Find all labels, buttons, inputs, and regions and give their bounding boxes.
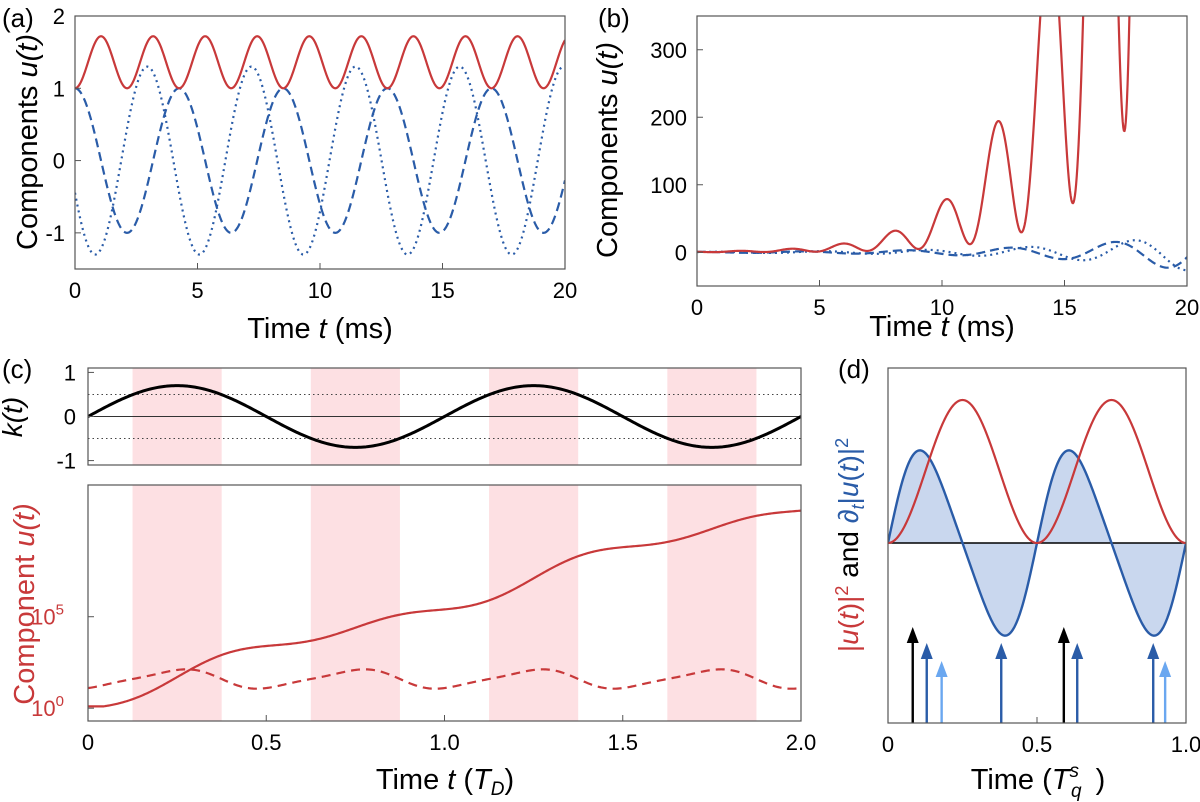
arrow-head: [1159, 661, 1172, 677]
panel-b-frame: [696, 15, 1188, 287]
panel-b-yticks: 0 100 200 300: [650, 38, 703, 265]
x-tick-label: 0: [691, 295, 703, 320]
panel-c-bottom-plot-area: [88, 485, 801, 721]
y-tick-label: 2: [53, 4, 65, 29]
panel-a-ylabel: Components u(t): [12, 34, 44, 250]
arrow-head: [935, 661, 948, 677]
x-tick-label: 1.0: [1171, 732, 1200, 757]
shaded-interval: [667, 485, 757, 721]
series-dashed-line: [75, 87, 565, 234]
panel-b-ylabel: Components u(t): [592, 42, 624, 258]
x-tick-label: 0.5: [1022, 732, 1053, 757]
arrow-head: [920, 643, 933, 659]
x-tick-label: 15: [1052, 295, 1076, 320]
panel-a: (a) 0 5 10 15 20 -1 0 1 2 Time t (ms) Component…: [2, 3, 577, 345]
x-tick-label: 0: [82, 730, 94, 755]
series-solid-line: [88, 509, 801, 708]
panel-a-plot-area: [75, 35, 565, 256]
arrow-head: [1147, 643, 1160, 659]
panel-c-xlabel: Time t (TD): [376, 764, 514, 800]
arrow-head: [1057, 627, 1070, 643]
y-tick-label: 0: [53, 149, 65, 174]
series-dotted-line: [75, 65, 565, 256]
panel-d: (d) 0 0.5 1.0 Time (Ts q ) |u(t)|2 and ∂t|u…: [832, 354, 1200, 802]
panel-c-top-plot-area: [88, 368, 801, 465]
series-dashed-line: [697, 240, 1187, 269]
shaded-interval: [132, 485, 222, 721]
y-tick-label: 0: [64, 405, 76, 430]
x-tick-label: 0.5: [251, 730, 282, 755]
y-tick-label: 1: [53, 76, 65, 101]
shaded-interval: [310, 485, 400, 721]
panel-d-xlabel: Time (Ts q ): [971, 761, 1106, 802]
panel-b-xticks: 0 5 10 15 20: [691, 280, 1199, 320]
x-tick-label: 20: [1175, 295, 1199, 320]
magnitude-series-line: [888, 398, 1186, 545]
panel-d-xticks: 0 0.5 1.0: [882, 717, 1200, 757]
series-dotted-line: [697, 239, 1187, 272]
arrow-head: [1071, 643, 1084, 659]
panel-b-plot-area: [697, 16, 1187, 272]
arrow-head: [995, 643, 1008, 659]
series-solid-line: [697, 16, 1131, 254]
x-tick-label: 20: [553, 278, 577, 303]
x-tick-label: 0: [69, 278, 81, 303]
shaded-interval: [489, 485, 579, 721]
series-dashed-line: [88, 668, 801, 690]
y-tick-label: -1: [56, 449, 76, 474]
panel-a-xticks: 0 5 10 15 20: [69, 263, 577, 303]
y-tick-label: 200: [650, 105, 687, 130]
k-series-line: [88, 384, 801, 449]
panel-b-label: (b): [598, 3, 630, 33]
panel-b-xlabel: Time t (ms): [869, 311, 1015, 343]
y-tick-label: 300: [650, 38, 687, 63]
panel-c-bottom-xticks: 0 0.5 1.0 1.5 2.0: [82, 715, 816, 755]
x-tick-label: 10: [930, 295, 954, 320]
x-tick-label: 2.0: [786, 730, 817, 755]
y-tick-label: 0: [675, 240, 687, 265]
x-tick-label: 0: [882, 732, 894, 757]
panel-a-yticks: -1 0 1 2: [45, 4, 81, 246]
panel-c-top-yticks: -1 0 1: [56, 360, 94, 474]
panel-c-bottom-yticks: 100 105: [31, 602, 94, 721]
panel-d-ylabel: |u(t)|2 and ∂t|u(t)|2: [832, 438, 868, 652]
panel-c-top-ylabel: k(t): [0, 397, 28, 437]
panel-a-label: (a): [2, 3, 34, 33]
arrow-head: [906, 627, 919, 643]
panel-c-label: (c): [2, 354, 32, 384]
x-tick-label: 1.5: [607, 730, 638, 755]
panel-a-xlabel: Time t (ms): [247, 313, 393, 345]
x-tick-label: 10: [308, 278, 332, 303]
y-tick-label: 1: [64, 360, 76, 385]
x-tick-label: 15: [430, 278, 454, 303]
y-tick-label: 100: [31, 693, 64, 721]
y-tick-label: -1: [45, 221, 65, 246]
series-solid-line: [75, 35, 565, 90]
panel-c-bottom-ylabel: Component u(t): [9, 503, 41, 705]
y-tick-label: 105: [31, 602, 64, 630]
panel-d-plot-area: [888, 398, 1186, 723]
panel-c: (c) -1 0 1 k(t) 0 0.5 1.0 1.5 2.0 100 105 Time …: [0, 354, 816, 800]
y-tick-label: 100: [650, 173, 687, 198]
x-tick-label: 1.0: [429, 730, 460, 755]
panel-d-label: (d): [838, 354, 870, 384]
x-tick-label: 5: [191, 278, 203, 303]
x-tick-label: 5: [813, 295, 825, 320]
panel-b: (b) 0 5 10 15 20 0 100 200 300 Time t (ms) Comp…: [592, 3, 1199, 343]
